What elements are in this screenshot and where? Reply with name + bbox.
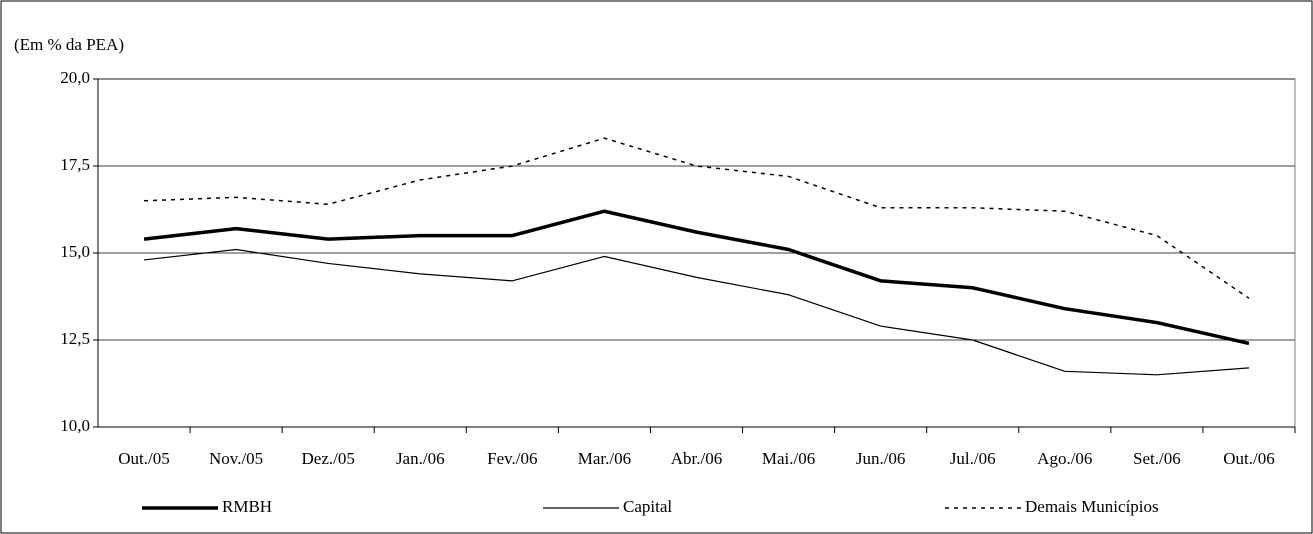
x-tick-label: Out./05 [118,449,169,468]
x-tick-label: Jul./06 [950,449,996,468]
series-line [143,248,1250,376]
x-tick-label: Dez./05 [302,449,355,468]
x-tick-label: Jun./06 [856,449,906,468]
y-tick-label: 10,0 [60,416,90,435]
y-axis-label: (Em % da PEA) [14,35,124,54]
series-line [143,209,1250,346]
x-tick-label: Set./06 [1133,449,1181,468]
legend-label: Capital [623,497,672,516]
legend-label: Demais Municípios [1025,497,1159,516]
x-tick-label: Abr./06 [671,449,722,468]
x-tick-label: Mar./06 [578,449,631,468]
y-tick-label: 12,5 [60,329,90,348]
x-tick-label: Jan./06 [396,449,445,468]
y-tick-label: 15,0 [60,242,90,261]
x-tick-label: Out./06 [1223,449,1274,468]
x-tick-label: Nov./05 [209,449,263,468]
y-tick-label: 20,0 [60,68,90,87]
x-tick-label: Mai./06 [762,449,815,468]
y-tick-label: 17,5 [60,155,90,174]
series-line [144,137,1250,299]
legend-label: RMBH [222,497,272,516]
x-tick-label: Fev./06 [487,449,537,468]
x-tick-label: Ago./06 [1037,449,1092,468]
